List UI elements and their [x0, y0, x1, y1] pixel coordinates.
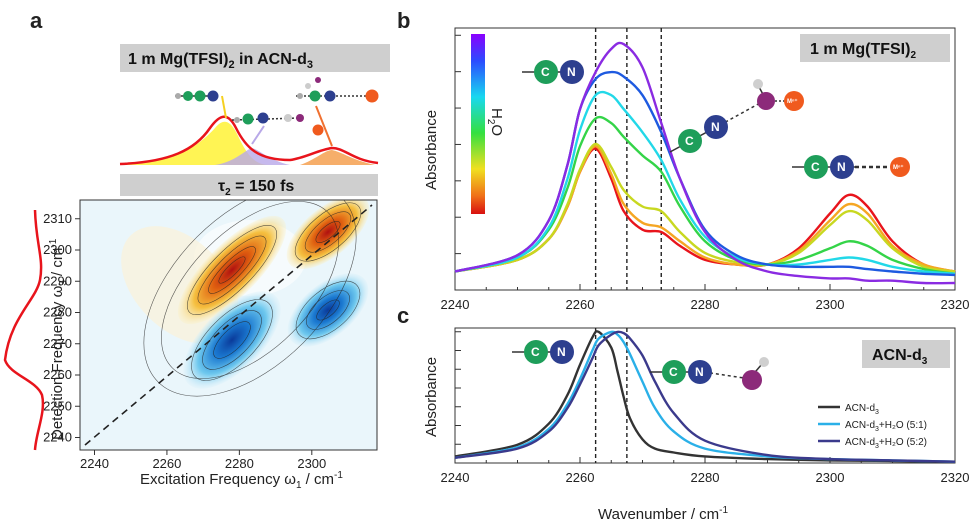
svg-text:N: N — [557, 345, 566, 359]
panel-b-plot: 2240 2260 2280 2300 2320 — [441, 27, 970, 312]
bPlot-series-3 — [454, 115, 956, 275]
peak-metal-negative — [287, 273, 369, 347]
cPlot-xtick-label: 2260 — [566, 470, 595, 485]
svg-text:C: C — [669, 365, 678, 379]
panel-a-ytick-label: 2300 — [43, 242, 72, 257]
band-free-acn — [120, 121, 270, 165]
panel-a-title-box — [120, 44, 390, 72]
molecule-c-h2o: C N — [650, 357, 769, 390]
molecule-b-h2o: C N Mⁿ⁺ — [669, 79, 804, 153]
total-spectrum — [119, 115, 379, 166]
cPlot-series-2 — [454, 330, 956, 463]
molecule-c-free: C N — [512, 340, 574, 364]
panel-a-xtick-label: 2280 — [225, 456, 254, 471]
panel-c-legend: ACN-d3 ACN-d3+H₂O (5:1) ACN-d3+H₂O (5:2) — [818, 403, 927, 450]
cPlot-series-0 — [454, 330, 956, 463]
molecule-metal-small — [296, 77, 379, 103]
arrow-metal — [315, 105, 333, 147]
panel-a-ytick-label: 2260 — [43, 367, 72, 382]
panel-a-title: 1 m Mg(TFSI)2 in ACN-d3 — [128, 51, 313, 71]
molecule-free-small — [175, 90, 219, 102]
cPlot-xtick-label: 2320 — [941, 470, 970, 485]
panel-b-title: 1 m Mg(TFSI)2 — [810, 41, 916, 61]
cPlot-xtick-label: 2280 — [691, 470, 720, 485]
bPlot-xtick-label: 2320 — [941, 297, 970, 312]
svg-text:N: N — [837, 160, 846, 174]
panel-a-left-projection — [3, 209, 45, 451]
panel-letter-c: c — [397, 303, 409, 328]
arrow-free — [221, 95, 227, 119]
panel-a-xlabel: Excitation Frequency ω1 / cm-1 — [140, 470, 343, 491]
panel-b-title-box — [800, 34, 950, 62]
panel-c-title-box — [862, 340, 950, 368]
panel-a-ytick-label: 2250 — [43, 398, 72, 413]
svg-text:N: N — [567, 65, 576, 79]
peak-free-negative — [183, 291, 281, 389]
panel-a-xtick-label: 2260 — [152, 456, 181, 471]
panel-c-ylabel: Absorbance — [423, 357, 440, 437]
svg-text:C: C — [685, 134, 694, 148]
bPlot-series-6 — [454, 41, 956, 285]
bPlot-xtick-label: 2300 — [816, 297, 845, 312]
h2o-gradient-bar — [471, 34, 485, 214]
h2o-label: H2O — [485, 108, 505, 136]
molecule-b-free: C N — [522, 60, 584, 84]
svg-text:N: N — [711, 120, 720, 134]
tau-label: τ2 = 150 fs — [218, 178, 294, 198]
panel-a-axes: 2240 2260 2280 2300 2240 2250 2260 2270 2280 2290… — [43, 211, 326, 471]
panel-c-xlabel: Wavenumber / cm-1 — [598, 505, 728, 523]
panel-a-ytick-label: 2280 — [43, 305, 72, 320]
band-h2o-bound — [215, 148, 290, 165]
svg-text:C: C — [811, 160, 820, 174]
bPlot-xtick-label: 2280 — [691, 297, 720, 312]
molecule-h2o-small — [231, 112, 324, 136]
panel-c-title: ACN-d3 — [872, 347, 928, 367]
panel-a-ytick-label: 2310 — [43, 211, 72, 226]
panel-a-xtick-label: 2300 — [297, 456, 326, 471]
band-metal-bound — [300, 150, 375, 165]
svg-text:Mⁿ⁺: Mⁿ⁺ — [893, 164, 904, 171]
panel-a-xtick-label: 2240 — [80, 456, 109, 471]
arrow-h2o — [251, 125, 265, 145]
panel-a-2d-plot — [79, 199, 378, 451]
bPlot-series-2 — [454, 142, 956, 273]
legend-entry: ACN-d3+H₂O (5:2) — [845, 437, 927, 450]
legend-entry: ACN-d3 — [845, 403, 879, 416]
cPlot-xtick-label: 2300 — [816, 470, 845, 485]
cPlot-xtick-label: 2240 — [441, 470, 470, 485]
svg-text:Mⁿ⁺: Mⁿ⁺ — [787, 98, 798, 105]
panel-a-ytick-label: 2240 — [43, 430, 72, 445]
panel-b-ylabel: Absorbance — [423, 110, 440, 190]
diagonal-line — [84, 204, 373, 446]
panel-a-ylabel: Detection Frequency ω3 / cm-1 — [48, 238, 69, 440]
bPlot-series-4 — [454, 90, 956, 275]
tau-box — [120, 174, 378, 196]
cPlot-series-1 — [454, 330, 956, 463]
svg-text:C: C — [541, 65, 550, 79]
panel-a-ytick-label: 2290 — [43, 273, 72, 288]
molecule-b-metal: C N Mⁿ⁺ — [792, 155, 910, 179]
panel-letter-b: b — [397, 8, 410, 33]
panel-a-ytick-label: 2270 — [43, 336, 72, 351]
panel-letter-a: a — [30, 8, 43, 33]
bPlot-xtick-label: 2240 — [441, 297, 470, 312]
panel-a-top-spectrum — [119, 95, 379, 166]
legend-entry: ACN-d3+H₂O (5:1) — [845, 420, 927, 433]
peak-free-positive — [177, 215, 287, 325]
svg-text:N: N — [695, 365, 704, 379]
bPlot-xtick-label: 2260 — [566, 297, 595, 312]
svg-text:C: C — [531, 345, 540, 359]
